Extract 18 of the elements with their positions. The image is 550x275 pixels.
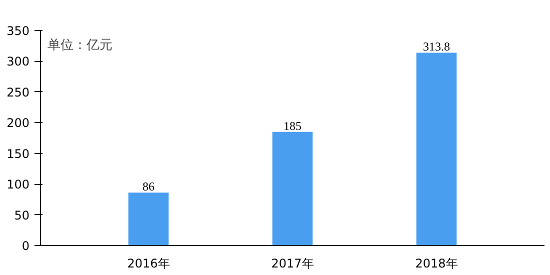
- data-label: 185: [284, 118, 302, 133]
- x-tick-label: 2016年: [127, 256, 170, 270]
- y-tick-label: 50: [14, 208, 30, 222]
- x-tick-label: 2017年: [271, 256, 314, 270]
- y-tick-label: 200: [6, 116, 30, 130]
- y-tick-label: 350: [6, 24, 30, 38]
- annotation: 单位：亿元: [48, 38, 113, 54]
- data-label: 86: [142, 180, 154, 194]
- bar: [128, 192, 169, 246]
- y-tick-label: 250: [6, 85, 30, 100]
- x-tick-label: 2018年: [415, 256, 458, 270]
- bar: [272, 132, 313, 246]
- y-tick-label: 300: [6, 54, 30, 69]
- y-tick-label: 100: [6, 178, 30, 192]
- y-tick-label: 0: [22, 239, 30, 253]
- data-label: 313.8: [423, 40, 450, 54]
- y-tick-label: 150: [6, 146, 30, 161]
- bar: [416, 52, 457, 246]
